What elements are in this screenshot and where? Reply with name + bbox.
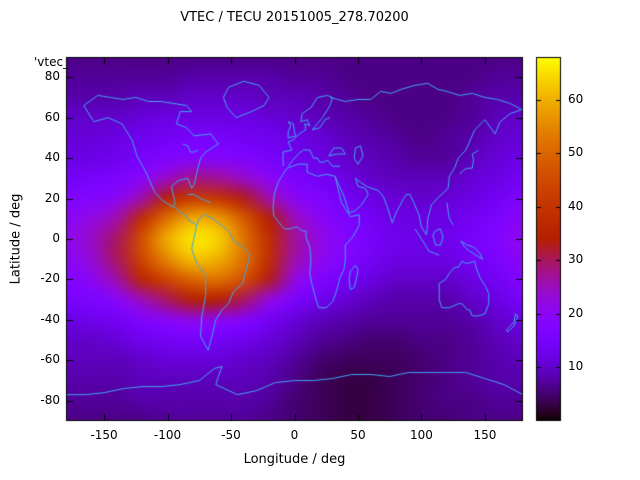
colorbar-tick-label: 40 xyxy=(568,198,584,213)
x-axis-label: Longitude / deg xyxy=(243,452,346,467)
x-tick-label: 0 xyxy=(290,428,299,442)
y-tick-label: 80 xyxy=(44,69,60,84)
colorbar-tick-label: 30 xyxy=(568,252,584,267)
y-tick-label: -60 xyxy=(40,352,60,367)
y-tick-label: -40 xyxy=(40,311,60,326)
colorbar-tick-label: 50 xyxy=(568,145,584,160)
x-tick-label: 150 xyxy=(473,428,497,442)
colorbar-tick-label: 20 xyxy=(568,305,584,320)
y-tick-label: 20 xyxy=(44,190,60,205)
x-tick-label: -100 xyxy=(153,428,182,442)
y-tick-label: -80 xyxy=(40,392,60,407)
y-tick-label: -20 xyxy=(40,271,60,286)
y-tick-label: 40 xyxy=(44,150,60,165)
colorbar-tick-label: 60 xyxy=(568,91,584,106)
colorbar-tick-label: 10 xyxy=(568,359,584,374)
x-tick-label: -50 xyxy=(221,428,241,442)
legend-key-label: 'vtec_ xyxy=(34,55,70,69)
x-tick-label: -150 xyxy=(90,428,118,442)
y-tick-label: 60 xyxy=(44,109,60,124)
chart-title: VTEC / TECU 20151005_278.70200 xyxy=(180,10,409,25)
x-tick-label: 50 xyxy=(350,428,366,442)
x-tick-label: 100 xyxy=(409,428,433,442)
y-tick-label: 0 xyxy=(52,231,60,245)
